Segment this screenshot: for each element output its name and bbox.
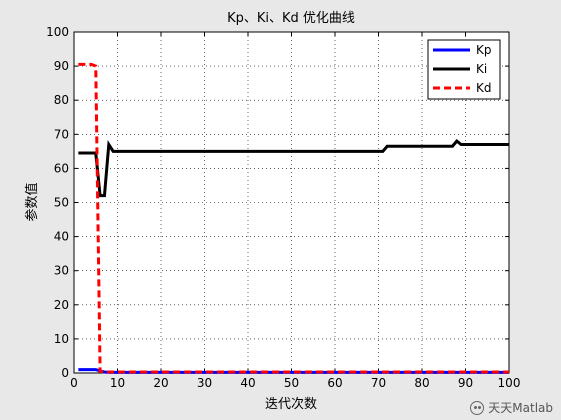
x-tick-label: 10 <box>110 376 125 390</box>
x-tick-label: 60 <box>327 376 342 390</box>
y-tick-label: 20 <box>54 298 69 312</box>
y-tick-label: 80 <box>54 93 69 107</box>
grid <box>74 32 509 373</box>
x-tick-label: 40 <box>240 376 255 390</box>
y-tick-label: 0 <box>61 366 69 380</box>
watermark: 天天Matlab <box>470 399 553 416</box>
series-line-ki <box>78 139 509 198</box>
x-tick-label: 100 <box>498 376 521 390</box>
ticks <box>73 31 510 374</box>
series-layer <box>78 62 509 374</box>
legend: Kp Ki Kd <box>427 39 501 100</box>
y-tick-label: 60 <box>54 161 69 175</box>
wechat-icon <box>470 400 485 415</box>
x-tick-label: 20 <box>153 376 168 390</box>
watermark-text: 天天Matlab <box>488 401 553 415</box>
x-tick-label: 0 <box>70 376 78 390</box>
series-line-kd <box>78 62 509 374</box>
y-tick-label: 90 <box>54 59 69 73</box>
legend-label-ki: Ki <box>476 62 487 76</box>
y-tick-label: 40 <box>54 230 69 244</box>
chart-title: Kp、Ki、Kd 优化曲线 <box>227 11 355 26</box>
y-tick-label: 50 <box>54 196 69 210</box>
x-tick-label: 90 <box>458 376 473 390</box>
series-line-kp <box>78 368 509 374</box>
legend-label-kp: Kp <box>476 43 492 57</box>
tick-labels: 0 10 20 30 40 50 60 70 80 90 100 0 10 20 30 40 50 60 70 80 9… <box>46 25 520 390</box>
legend-label-kd: Kd <box>476 81 492 95</box>
x-tick-label: 80 <box>414 376 429 390</box>
x-tick-label: 70 <box>371 376 386 390</box>
y-tick-label: 30 <box>54 264 69 278</box>
y-tick-label: 100 <box>46 25 69 39</box>
y-tick-label: 70 <box>54 127 69 141</box>
y-axis-label: 参数值 <box>24 182 40 221</box>
x-tick-label: 50 <box>284 376 299 390</box>
x-tick-label: 30 <box>197 376 212 390</box>
y-tick-label: 10 <box>54 332 69 346</box>
x-axis-label: 迭代次数 <box>265 396 317 412</box>
